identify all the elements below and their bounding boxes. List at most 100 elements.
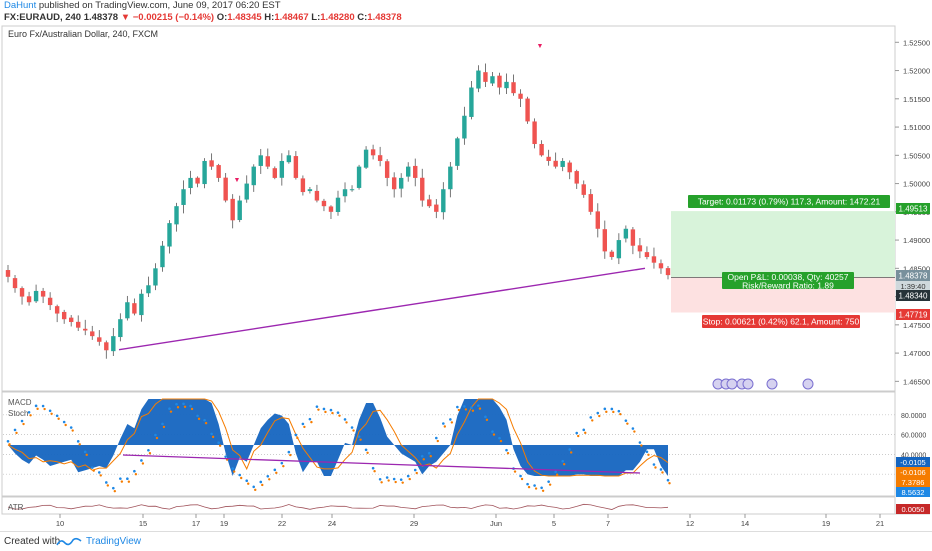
target-zone[interactable] (671, 211, 895, 278)
candle[interactable] (476, 70, 481, 89)
candle[interactable] (174, 206, 179, 225)
long-position-tool[interactable] (671, 211, 895, 313)
candle[interactable] (146, 285, 151, 294)
candle[interactable] (469, 87, 474, 117)
candle[interactable] (356, 166, 362, 188)
candle[interactable] (658, 263, 664, 269)
candle[interactable] (455, 138, 460, 166)
candle[interactable] (349, 189, 355, 191)
candle[interactable] (160, 245, 165, 268)
candle[interactable] (47, 297, 53, 306)
main-pane[interactable] (1, 25, 896, 392)
candlestick-series[interactable] (5, 63, 671, 359)
candle[interactable] (651, 256, 657, 263)
candle[interactable] (104, 342, 109, 351)
candle[interactable] (609, 251, 615, 258)
candle[interactable] (251, 166, 256, 186)
candle[interactable] (532, 121, 537, 145)
candle[interactable] (181, 189, 186, 205)
candle[interactable] (153, 268, 158, 286)
candle[interactable] (588, 194, 593, 212)
candle[interactable] (384, 161, 390, 178)
candle[interactable] (216, 165, 221, 178)
candle[interactable] (40, 290, 46, 297)
candle[interactable] (644, 252, 650, 258)
candle[interactable] (665, 268, 671, 276)
candle[interactable] (132, 303, 137, 314)
time-axis[interactable]: 10 15 17 19 22 24 29 Jun 5 7 12 14 19 21 (56, 514, 884, 528)
support-trendline[interactable] (118, 267, 646, 351)
candle[interactable] (553, 160, 558, 167)
candle[interactable] (546, 156, 551, 161)
candle[interactable] (581, 184, 586, 195)
candle[interactable] (490, 76, 495, 84)
candle[interactable] (195, 177, 200, 184)
candle[interactable] (26, 296, 32, 303)
candle[interactable] (258, 155, 263, 166)
candle[interactable] (54, 306, 60, 314)
candle[interactable] (83, 328, 88, 331)
atr-pane[interactable] (1, 496, 896, 515)
candle[interactable] (188, 177, 193, 189)
candle[interactable] (391, 177, 397, 190)
candle[interactable] (363, 149, 369, 168)
candle[interactable] (413, 165, 418, 178)
candle[interactable] (637, 245, 643, 252)
candle[interactable] (595, 211, 600, 229)
candle[interactable] (265, 156, 270, 167)
candle[interactable] (574, 171, 579, 184)
candle[interactable] (139, 293, 144, 316)
candle[interactable] (623, 228, 629, 239)
candle[interactable] (560, 160, 565, 167)
candle[interactable] (448, 166, 453, 190)
candle[interactable] (244, 183, 249, 200)
candle[interactable] (97, 337, 102, 342)
tradingview-link[interactable]: TradingView (86, 536, 142, 547)
candle[interactable] (483, 72, 488, 82)
candle[interactable] (279, 160, 285, 178)
candle[interactable] (230, 198, 235, 221)
candle[interactable] (167, 223, 172, 247)
candle[interactable] (293, 156, 299, 178)
candle[interactable] (111, 336, 116, 352)
candle[interactable] (462, 115, 467, 139)
candle[interactable] (90, 331, 95, 337)
oscillator-plots[interactable] (3, 398, 895, 493)
candle[interactable] (427, 199, 432, 207)
candle[interactable] (321, 200, 327, 207)
candle[interactable] (272, 168, 278, 178)
candle[interactable] (5, 270, 11, 277)
candle[interactable] (118, 319, 123, 338)
candle[interactable] (370, 149, 376, 156)
chart-canvas[interactable]: 1.52500 1.52000 1.51500 1.51000 1.50500 1.500… (0, 24, 932, 531)
candle[interactable] (68, 317, 74, 323)
candle[interactable] (223, 177, 228, 201)
candle[interactable] (420, 177, 425, 201)
author-link[interactable]: DaHunt (4, 0, 37, 11)
candle[interactable] (567, 162, 572, 173)
candle[interactable] (19, 288, 25, 297)
candle[interactable] (286, 155, 292, 163)
candle[interactable] (335, 197, 341, 212)
candle[interactable] (12, 278, 18, 289)
candle[interactable] (511, 82, 516, 94)
candle[interactable] (300, 178, 306, 193)
candle[interactable] (630, 229, 636, 246)
candle[interactable] (328, 206, 334, 212)
candle[interactable] (377, 155, 383, 161)
candle[interactable] (525, 98, 530, 122)
candle[interactable] (434, 204, 439, 212)
candle[interactable] (125, 302, 130, 319)
candle[interactable] (616, 240, 622, 259)
candle[interactable] (497, 75, 502, 88)
candle[interactable] (441, 189, 446, 213)
candle[interactable] (314, 190, 320, 201)
economic-events[interactable] (712, 378, 814, 390)
candle[interactable] (237, 200, 242, 221)
candle[interactable] (504, 81, 509, 89)
candle[interactable] (398, 177, 404, 189)
candle[interactable] (61, 311, 67, 320)
candle[interactable] (202, 160, 207, 185)
candle[interactable] (539, 143, 544, 156)
candle[interactable] (406, 166, 411, 177)
